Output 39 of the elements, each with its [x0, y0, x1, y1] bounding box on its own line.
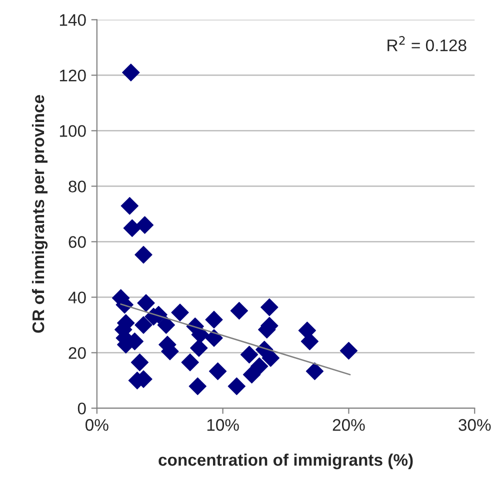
- point: [134, 316, 152, 334]
- point: [123, 219, 142, 237]
- point: [208, 362, 227, 380]
- point: [134, 246, 152, 264]
- point: [250, 357, 268, 376]
- y-tick-label: 20: [68, 347, 86, 359]
- point: [181, 354, 199, 372]
- point: [137, 294, 155, 312]
- point: [205, 329, 223, 347]
- point: [188, 377, 206, 396]
- point: [136, 216, 154, 234]
- point: [120, 197, 139, 215]
- x-axis-title: concentration of immigrants (%): [158, 454, 413, 470]
- point: [230, 302, 248, 320]
- point: [262, 349, 280, 367]
- point: [260, 298, 278, 316]
- y-tick-label: 60: [68, 236, 86, 248]
- point: [130, 354, 149, 372]
- x-tick-label: 10%: [207, 419, 239, 431]
- point: [205, 310, 223, 329]
- y-tick-label: 80: [68, 180, 86, 192]
- point: [240, 346, 258, 364]
- point: [190, 339, 208, 357]
- point: [122, 64, 140, 82]
- annotation: R$^{2}$ = 0.128: [388, 36, 466, 52]
- point: [306, 362, 324, 380]
- x-tick-label: 0%: [86, 419, 108, 431]
- y-tick-label: 40: [68, 292, 86, 304]
- point: [157, 316, 176, 334]
- point: [340, 342, 358, 360]
- point: [171, 304, 189, 322]
- point: [228, 377, 246, 396]
- y-tick-label: 140: [60, 14, 86, 26]
- y-tick-label: 120: [60, 70, 86, 82]
- x-tick-label: 30%: [458, 419, 491, 431]
- y-tick-label: 100: [60, 125, 86, 137]
- y-tick-label: 0: [78, 402, 86, 414]
- y-axis-title: CR of inmigrants per province: [32, 95, 48, 333]
- x-tick-label: 20%: [332, 419, 365, 431]
